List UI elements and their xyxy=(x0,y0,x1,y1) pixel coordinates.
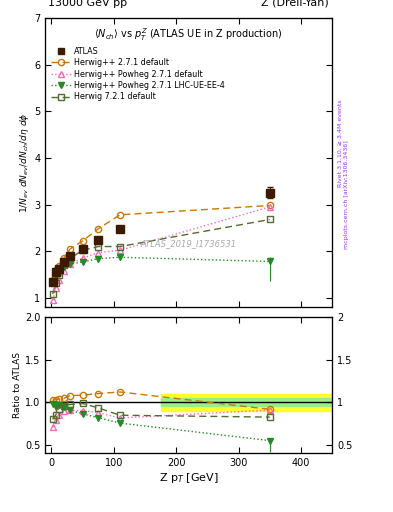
Text: ATLAS_2019_I1736531: ATLAS_2019_I1736531 xyxy=(141,239,237,248)
Text: Rivet 3.1.10, ≥ 3.4M events: Rivet 3.1.10, ≥ 3.4M events xyxy=(338,99,342,187)
Text: Z (Drell-Yan): Z (Drell-Yan) xyxy=(261,0,329,8)
Text: 13000 GeV pp: 13000 GeV pp xyxy=(48,0,127,8)
Legend: ATLAS, Herwig++ 2.7.1 default, Herwig++ Powheg 2.7.1 default, Herwig++ Powheg 2.: ATLAS, Herwig++ 2.7.1 default, Herwig++ … xyxy=(49,45,226,103)
Y-axis label: Ratio to ATLAS: Ratio to ATLAS xyxy=(13,352,22,418)
Bar xyxy=(161,398,332,407)
Bar xyxy=(161,394,332,411)
X-axis label: Z p$_T$ [GeV]: Z p$_T$ [GeV] xyxy=(159,471,219,485)
Y-axis label: $1/N_{ev}\ dN_{ev}/dN_{ch}/d\eta\ d\phi$: $1/N_{ev}\ dN_{ev}/dN_{ch}/d\eta\ d\phi$ xyxy=(18,112,31,213)
Text: $\langle N_{ch}\rangle$ vs $p_T^Z$ (ATLAS UE in Z production): $\langle N_{ch}\rangle$ vs $p_T^Z$ (ATLA… xyxy=(94,27,283,44)
Text: mcplots.cern.ch [arXiv:1306.3436]: mcplots.cern.ch [arXiv:1306.3436] xyxy=(344,140,349,249)
